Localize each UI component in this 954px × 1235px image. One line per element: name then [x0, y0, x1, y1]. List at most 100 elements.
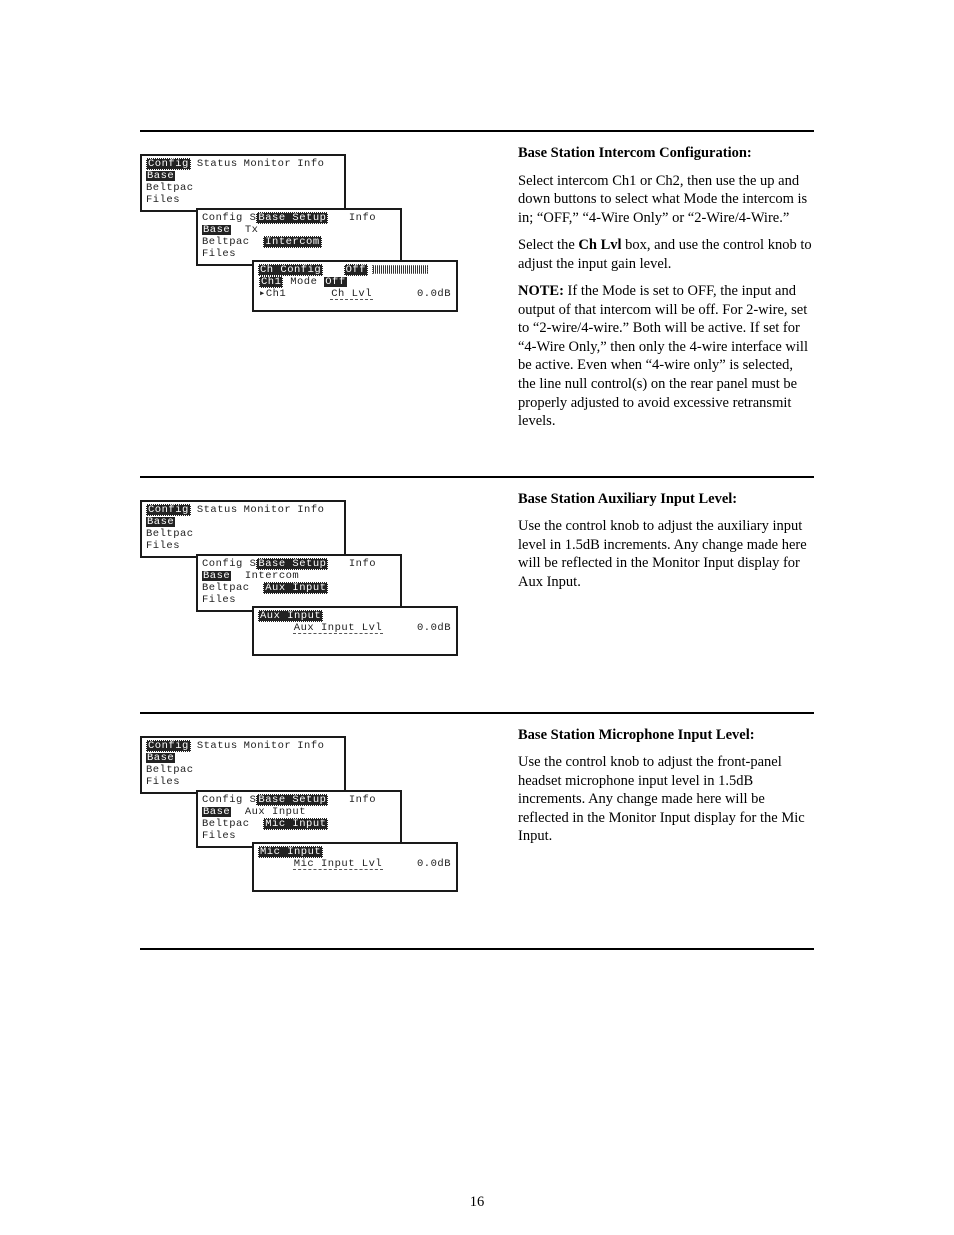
lcd-value-selected: Off	[344, 264, 368, 276]
lcd-side-label: Beltpac	[202, 236, 250, 248]
lcd-tab: Info	[297, 504, 324, 516]
text-column: Base Station Microphone Input Level: Use …	[518, 726, 814, 912]
paragraph: Select the Ch Lvl box, and use the contr…	[518, 236, 814, 273]
section-row: ConfigStatusMonitorInfoBaseBeltpacFilesC…	[140, 490, 814, 676]
lcd-value: 0.0dB	[417, 858, 451, 870]
lcd-tab: Config	[202, 794, 250, 806]
lcd-value: Off	[324, 277, 346, 287]
text-column: Base Station Auxiliary Input Level:Use t…	[518, 490, 814, 676]
lcd-row: Base Tx	[200, 224, 398, 236]
lcd-panel: Config SBase Setup InfoBase IntercomBelt…	[196, 554, 402, 612]
lcd-tab: Monitor	[244, 504, 292, 516]
text-column: Base Station Intercom Configuration: Sele…	[518, 144, 814, 440]
lcd-side-label: Beltpac	[144, 528, 342, 540]
lcd-value-row: Ch1 Mode Off	[256, 276, 454, 288]
lcd-tab: Status	[197, 158, 238, 170]
lcd-panel: Ch Config OffCh1 Mode Off▸Ch1 Ch Lvl 0.0dB	[252, 260, 458, 312]
lcd-row: Beltpac Aux Input	[200, 582, 398, 594]
section-divider	[140, 712, 814, 714]
lcd-menu-item: Aux Input	[263, 582, 328, 594]
lcd-value-row: Aux Input Lvl 0.0dB	[256, 622, 454, 634]
lcd-side-label: Beltpac	[144, 182, 342, 194]
page-number: 16	[0, 1194, 954, 1211]
lcd-panel-title: Ch Config	[258, 264, 323, 276]
section-row: ConfigStatusMonitorInfoBaseBeltpacFilesC…	[140, 144, 814, 440]
lcd-side-label: Base	[144, 170, 342, 182]
lcd-panel-title: Mic Input	[258, 846, 323, 858]
lcd-figure: ConfigStatusMonitorInfoBaseBeltpacFilesC…	[140, 500, 460, 676]
lcd-side-label: Base	[144, 516, 342, 528]
lcd-submenu-selected: Base Setup	[256, 558, 328, 570]
lcd-tab: Info	[328, 558, 376, 570]
lcd-tab: Info	[297, 158, 324, 170]
lcd-value-row: Mic Input Lvl 0.0dB	[256, 858, 454, 870]
lcd-side-label: Files	[144, 776, 342, 788]
lcd-tab: Config	[202, 558, 250, 570]
lcd-param-label: Mic Input Lvl	[293, 858, 383, 870]
lcd-row: Beltpac Mic Input	[200, 818, 398, 830]
lcd-value: 0.0dB	[417, 622, 451, 634]
lcd-tab: Config	[146, 504, 191, 516]
section-heading: Base Station Microphone Input Level:	[518, 726, 814, 745]
page-root: ConfigStatusMonitorInfoBaseBeltpacFilesC…	[0, 0, 954, 1235]
lcd-side-label: Files	[202, 594, 236, 606]
lcd-menu-item: Tx	[245, 224, 259, 236]
paragraph: NOTE: If the Mode is set to OFF, the inp…	[518, 282, 814, 430]
bold-text: Ch Lvl	[578, 237, 621, 253]
lcd-side-label: Files	[144, 194, 342, 206]
lcd-panel: Aux InputAux Input Lvl0.0dB	[252, 606, 458, 656]
lcd-panel: ConfigStatusMonitorInfoBaseBeltpacFiles	[140, 736, 346, 794]
lcd-submenu-selected: Base Setup	[256, 212, 328, 224]
lcd-side-label: Base	[144, 752, 342, 764]
lcd-channel-selected: Ch1	[259, 276, 283, 288]
lcd-menu-item: Mic Input	[263, 818, 328, 830]
lcd-side-label: Files	[202, 830, 236, 842]
lcd-panel: Config SBase Setup InfoBase Aux InputBel…	[196, 790, 402, 848]
lcd-tab: Status	[197, 740, 238, 752]
lcd-value: 0.0dB	[417, 288, 451, 300]
lcd-channel: ▸Ch1	[259, 288, 286, 300]
lcd-panel: Mic InputMic Input Lvl 0.0dB	[252, 842, 458, 892]
lcd-tab: Config	[146, 740, 191, 752]
lcd-param-label: Ch Lvl	[330, 288, 373, 300]
lcd-tab: Config	[202, 212, 250, 224]
lcd-tab: Monitor	[244, 158, 292, 170]
lcd-side-label: Files	[202, 248, 236, 260]
lcd-row: Base Aux Input	[200, 806, 398, 818]
section-heading: Base Station Auxiliary Input Level:	[518, 490, 814, 509]
lcd-tab: Monitor	[244, 740, 292, 752]
lcd-row: Files	[200, 830, 398, 842]
figure-column: ConfigStatusMonitorInfoBaseBeltpacFilesC…	[140, 144, 460, 440]
lcd-side-label: Base	[202, 225, 231, 235]
bold-text: NOTE:	[518, 283, 564, 299]
section-heading: Base Station Intercom Configuration:	[518, 144, 814, 163]
lcd-panel: ConfigStatusMonitorInfoBaseBeltpacFiles	[140, 154, 346, 212]
lcd-panel: Config SBase Setup InfoBase TxBeltpac In…	[196, 208, 402, 266]
figure-column: ConfigStatusMonitorInfoBaseBeltpacFilesC…	[140, 726, 460, 912]
lcd-panel: ConfigStatusMonitorInfoBaseBeltpacFiles	[140, 500, 346, 558]
lcd-submenu-selected: Base Setup	[256, 794, 328, 806]
lcd-row: Files	[200, 594, 398, 606]
paragraph: Use the control knob to adjust the front…	[518, 753, 814, 846]
paragraph: Select intercom Ch1 or Ch2, then use the…	[518, 172, 814, 228]
lcd-param-label: Aux Input Lvl	[293, 622, 383, 634]
lcd-menu-item: Intercom	[263, 236, 321, 248]
lcd-row: Beltpac Intercom	[200, 236, 398, 248]
section-divider	[140, 130, 814, 132]
lcd-figure: ConfigStatusMonitorInfoBaseBeltpacFilesC…	[140, 736, 460, 912]
lcd-tab: Info	[328, 794, 376, 806]
lcd-menu-item: Aux Input	[245, 806, 306, 818]
lcd-value-row: ▸Ch1 Ch Lvl 0.0dB	[256, 288, 454, 300]
lcd-figure: ConfigStatusMonitorInfoBaseBeltpacFilesC…	[140, 154, 460, 330]
lcd-row: Files	[200, 248, 398, 260]
section-divider	[140, 948, 814, 950]
lcd-tab: Info	[297, 740, 324, 752]
figure-column: ConfigStatusMonitorInfoBaseBeltpacFilesC…	[140, 490, 460, 676]
lcd-side-label: Base	[202, 807, 231, 817]
lcd-row: Base Intercom	[200, 570, 398, 582]
lcd-level-bar	[372, 265, 428, 274]
lcd-side-label: Files	[144, 540, 342, 552]
section-row: ConfigStatusMonitorInfoBaseBeltpacFilesC…	[140, 726, 814, 912]
section-divider	[140, 476, 814, 478]
lcd-side-label: Base	[202, 571, 231, 581]
